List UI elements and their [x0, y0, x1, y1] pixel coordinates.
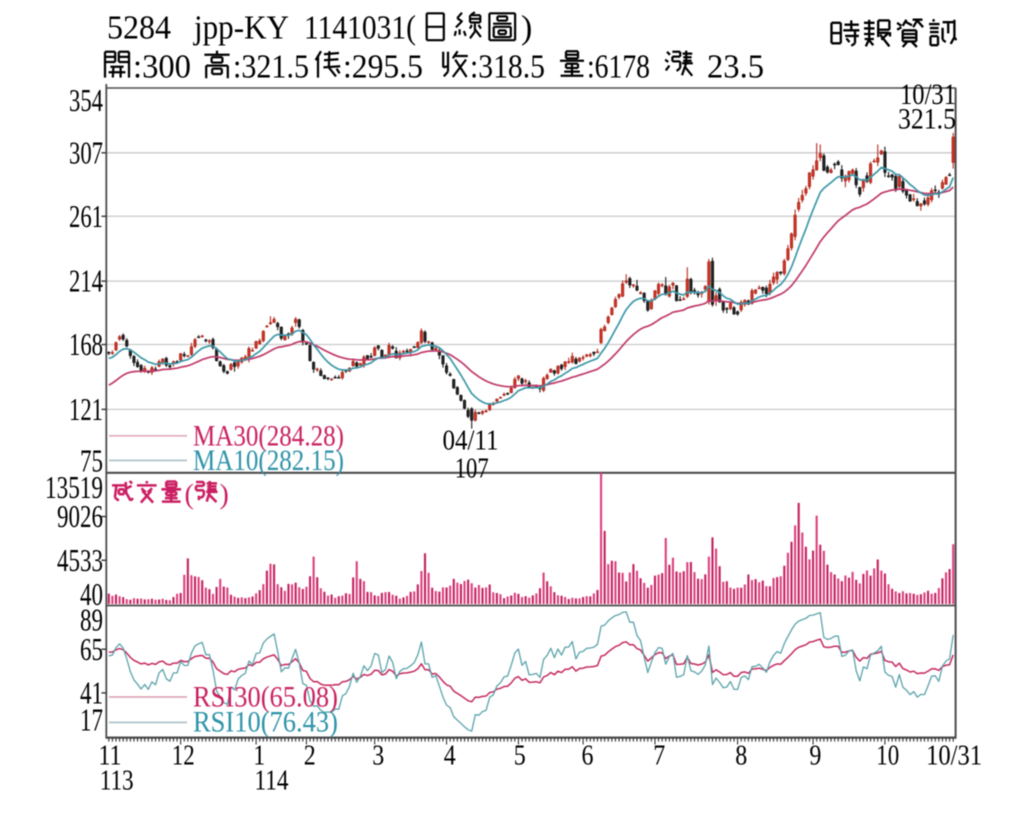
- svg-text:12: 12: [172, 739, 195, 771]
- svg-text:41: 41: [80, 675, 103, 711]
- svg-text:89: 89: [80, 601, 103, 637]
- svg-text:RSI10(76.43): RSI10(76.43): [193, 706, 338, 739]
- svg-text:354: 354: [69, 82, 103, 118]
- svg-text:2: 2: [304, 739, 316, 771]
- svg-text::321.5: :321.5: [233, 49, 309, 86]
- svg-text:(: (: [185, 480, 194, 511]
- svg-text:168: 168: [69, 326, 103, 362]
- svg-text:261: 261: [69, 198, 103, 234]
- svg-text:10/31: 10/31: [900, 78, 956, 111]
- svg-text:17: 17: [80, 701, 103, 737]
- svg-text:121: 121: [69, 391, 103, 427]
- svg-text:3: 3: [372, 739, 384, 771]
- svg-text:13519: 13519: [45, 469, 103, 505]
- svg-text:23.5: 23.5: [707, 49, 764, 86]
- svg-text::318.5: :318.5: [470, 49, 545, 86]
- svg-text:6: 6: [582, 739, 594, 771]
- svg-text:307: 307: [69, 134, 103, 170]
- svg-text:107: 107: [455, 453, 489, 484]
- svg-text:1: 1: [253, 739, 265, 771]
- svg-text:MA10(282.15): MA10(282.15): [193, 444, 344, 477]
- svg-text:10: 10: [876, 739, 899, 771]
- svg-text:9: 9: [809, 739, 821, 771]
- svg-text::6178: :6178: [587, 49, 650, 86]
- svg-text:): ): [521, 10, 532, 47]
- svg-text:8: 8: [735, 739, 747, 771]
- svg-text:40: 40: [80, 576, 103, 612]
- svg-text:jpp-KY: jpp-KY: [193, 10, 289, 47]
- svg-text:214: 214: [69, 263, 103, 299]
- svg-text:10/31: 10/31: [926, 739, 982, 771]
- svg-text:321.5: 321.5: [898, 103, 956, 136]
- svg-text:9026: 9026: [57, 498, 103, 534]
- svg-text:65: 65: [80, 631, 103, 667]
- svg-text:1141031(: 1141031(: [304, 10, 416, 47]
- svg-text::300: :300: [133, 49, 191, 86]
- svg-text:7: 7: [653, 739, 665, 771]
- svg-text:5284: 5284: [107, 10, 171, 47]
- svg-text:4: 4: [444, 739, 456, 771]
- svg-text:4533: 4533: [57, 542, 103, 578]
- svg-text:75: 75: [80, 443, 103, 479]
- svg-text:04/11: 04/11: [443, 425, 499, 456]
- svg-text:MA30(284.28): MA30(284.28): [193, 420, 344, 453]
- svg-text:114: 114: [255, 765, 289, 797]
- svg-text:5: 5: [514, 739, 526, 771]
- svg-text::295.5: :295.5: [343, 49, 423, 86]
- svg-text:): ): [220, 480, 229, 511]
- svg-text:RSI30(65.08): RSI30(65.08): [193, 681, 338, 714]
- svg-text:113: 113: [100, 765, 134, 797]
- svg-text:11: 11: [99, 739, 122, 771]
